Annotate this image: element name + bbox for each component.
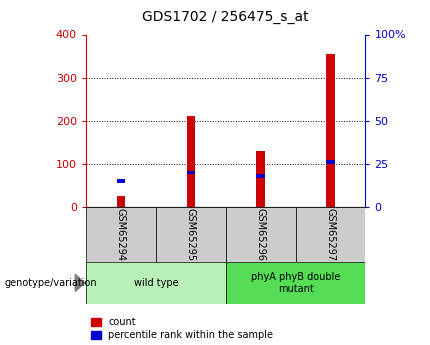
Bar [326,54,335,207]
Bar [226,207,295,262]
Text: phyA phyB double
mutant: phyA phyB double mutant [251,272,340,294]
Bar [326,160,335,164]
Text: GSM65294: GSM65294 [116,208,126,261]
Bar [86,262,226,304]
Text: GDS1702 / 256475_s_at: GDS1702 / 256475_s_at [142,10,309,24]
Bar [117,196,125,207]
Text: genotype/variation: genotype/variation [4,278,97,288]
Bar [226,262,366,304]
Bar [187,171,195,174]
Polygon shape [75,274,85,292]
Bar [117,179,125,183]
Text: GSM65295: GSM65295 [186,208,196,261]
Bar [256,174,265,178]
Text: wild type: wild type [134,278,178,288]
Bar [256,151,265,207]
Text: GSM65297: GSM65297 [326,208,335,261]
Bar [187,117,195,207]
Bar [86,207,156,262]
Legend: count, percentile rank within the sample: count, percentile rank within the sample [91,317,273,340]
Bar [156,207,226,262]
Text: GSM65296: GSM65296 [256,208,266,261]
Bar [296,207,366,262]
